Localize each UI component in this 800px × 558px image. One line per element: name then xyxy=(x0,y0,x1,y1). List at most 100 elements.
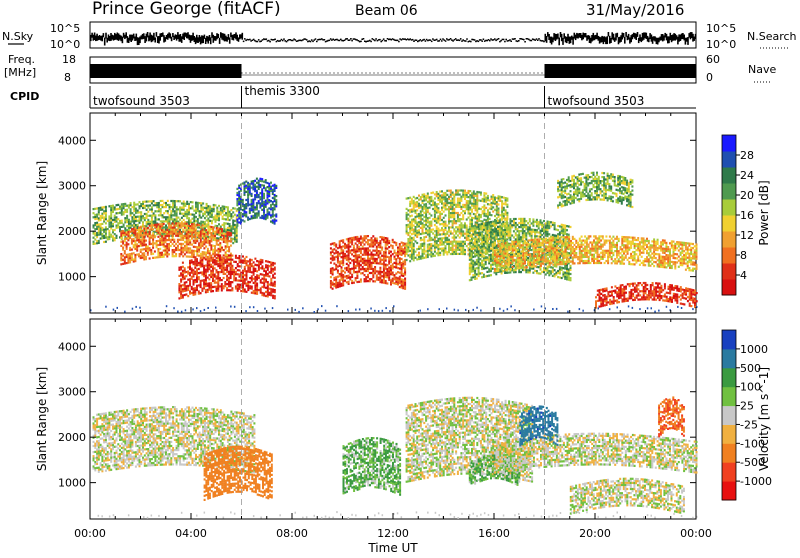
echo-cell xyxy=(445,229,447,231)
echo-cell xyxy=(383,273,385,275)
echo-cell xyxy=(212,257,214,259)
echo-cell xyxy=(439,252,441,254)
echo-cell xyxy=(114,219,116,221)
echo-cell xyxy=(231,289,233,291)
echo-cell xyxy=(165,226,167,228)
echo-cell xyxy=(256,285,258,287)
echo-cell xyxy=(418,195,420,197)
echo-cell xyxy=(251,201,253,203)
echo-cell xyxy=(193,271,195,273)
echo-cell xyxy=(388,275,390,277)
echo-cell xyxy=(267,213,269,215)
echo-cell xyxy=(418,207,420,209)
echo-cell xyxy=(254,196,256,198)
echo-cell xyxy=(270,221,272,223)
echo-cell xyxy=(172,237,174,239)
echo-cell xyxy=(136,243,138,245)
echo-cell xyxy=(159,225,161,227)
echo-cell xyxy=(392,274,394,276)
echo-cell xyxy=(170,206,172,208)
echo-cell xyxy=(122,259,124,261)
echo-cell xyxy=(443,202,445,204)
echo-cell xyxy=(492,196,494,198)
echo-cell xyxy=(492,202,494,204)
echo-cell xyxy=(258,277,260,279)
echo-cell xyxy=(489,214,491,216)
echo-cell xyxy=(452,247,454,249)
echo-cell xyxy=(270,284,272,286)
echo-cell xyxy=(367,247,369,249)
echo-cell xyxy=(259,217,261,219)
echo-cell xyxy=(265,206,267,208)
echo-cell xyxy=(342,274,344,276)
echo-cell xyxy=(253,267,255,269)
noise-sample xyxy=(687,37,689,45)
echo-cell xyxy=(344,271,346,273)
echo-cell xyxy=(158,206,160,208)
echo-cell xyxy=(483,196,485,198)
echo-cell xyxy=(437,234,439,236)
echo-cell xyxy=(242,262,244,264)
echo-cell xyxy=(439,211,441,213)
echo-cell xyxy=(448,226,450,228)
echo-cell xyxy=(153,200,155,202)
echo-cell xyxy=(265,287,267,289)
echo-cell xyxy=(221,259,223,261)
echo-cell xyxy=(131,253,133,255)
echo-cell xyxy=(450,220,452,222)
echo-cell xyxy=(462,224,464,226)
echo-cell xyxy=(254,268,256,270)
echo-cell xyxy=(126,238,128,240)
echo-cell xyxy=(129,257,131,259)
echo-cell xyxy=(124,211,126,213)
echo-cell xyxy=(212,249,214,251)
echo-cell xyxy=(453,216,455,218)
echo-cell xyxy=(346,257,348,259)
echo-cell xyxy=(142,255,144,257)
echo-cell xyxy=(193,292,195,294)
echo-cell xyxy=(457,200,459,202)
echo-cell xyxy=(193,281,195,283)
echo-cell xyxy=(134,244,136,246)
echo-cell xyxy=(450,204,452,206)
echo-cell xyxy=(186,215,188,217)
echo-cell xyxy=(122,242,124,244)
echo-cell xyxy=(457,191,459,193)
echo-cell xyxy=(140,219,142,221)
echo-cell xyxy=(230,265,232,267)
echo-cell xyxy=(193,254,195,256)
echo-cell xyxy=(203,247,205,249)
echo-cell xyxy=(274,190,276,192)
echo-cell xyxy=(473,203,475,205)
echo-cell xyxy=(108,234,110,236)
echo-cell xyxy=(253,278,255,280)
echo-cell xyxy=(229,225,231,227)
echo-cell xyxy=(179,243,181,245)
echo-cell xyxy=(129,249,131,251)
echo-cell xyxy=(256,202,258,204)
echo-cell xyxy=(230,263,232,265)
echo-cell xyxy=(365,252,367,254)
echo-cell xyxy=(381,238,383,240)
echo-cell xyxy=(423,242,425,244)
echo-cell xyxy=(404,278,406,280)
echo-cell xyxy=(140,255,142,257)
echo-cell xyxy=(134,236,136,238)
echo-cell xyxy=(418,217,420,219)
echo-cell xyxy=(460,224,462,226)
echo-cell xyxy=(256,214,258,216)
echo-cell xyxy=(439,219,441,221)
echo-cell xyxy=(157,236,159,238)
echo-cell xyxy=(238,217,240,219)
echo-cell xyxy=(423,257,425,259)
echo-cell xyxy=(269,275,271,277)
echo-cell xyxy=(416,234,418,236)
echo-cell xyxy=(154,204,156,206)
echo-cell xyxy=(427,209,429,211)
echo-cell xyxy=(227,208,229,210)
echo-cell xyxy=(136,237,138,239)
echo-cell xyxy=(94,228,96,230)
echo-cell xyxy=(349,268,351,270)
echo-cell xyxy=(201,265,203,267)
echo-cell xyxy=(195,234,197,236)
